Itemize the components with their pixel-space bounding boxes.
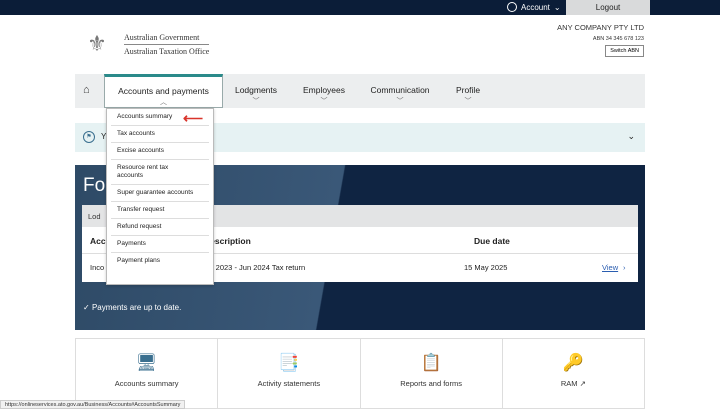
chevron-down-icon: ﹀	[396, 98, 404, 105]
cell-account: Inco	[90, 263, 105, 272]
chevron-down-icon: ﹀	[252, 98, 260, 105]
coat-of-arms-icon: ⚜	[87, 31, 107, 56]
banner-text: Y	[101, 132, 107, 141]
chevron-right-icon: ›	[623, 263, 626, 272]
view-link[interactable]: View	[602, 263, 619, 272]
tile-ram[interactable]: 🔑 RAM ↗	[503, 339, 644, 408]
cell-due-date: 15 May 2025	[464, 263, 508, 272]
chevron-down-icon[interactable]: ⌄	[627, 131, 635, 141]
account-label: Account	[521, 2, 550, 12]
logo-line2: Australian Taxation Office	[124, 46, 210, 56]
menu-item[interactable]: Tax accounts	[111, 126, 209, 143]
clipboard-icon: 📋	[420, 353, 442, 372]
table-row: Inco Jul 2023 - Jun 2024 Tax return 15 M…	[82, 254, 638, 280]
external-link-icon: ↗	[579, 379, 586, 388]
statement-icon: 📑	[278, 353, 300, 372]
status-bar-url: https://onlineservices.ato.gov.au/Busine…	[0, 400, 186, 409]
main-nav: ⌂ Accounts and payments ︿ Lodgments ﹀ Empl…	[75, 74, 645, 108]
company-info: ANY COMPANY PTY LTD ABN 34 345 678 123 S…	[557, 23, 644, 57]
panel-title: Fo	[83, 175, 106, 196]
logo-line1: Australian Government	[124, 33, 210, 45]
key-icon: 🔑	[562, 353, 584, 372]
accounts-dropdown-menu: Accounts summary Tax accounts Excise acc…	[106, 108, 214, 285]
tab-lodgments[interactable]: Lodgments ﹀	[227, 74, 285, 108]
payments-status: ✓ Payments are up to date.	[83, 303, 182, 312]
tile-activity-statements[interactable]: 📑 Activity statements	[218, 339, 361, 408]
menu-item[interactable]: Payment plans	[117, 257, 160, 264]
tile-accounts-summary[interactable]: 🖥 Accounts summary	[76, 339, 219, 408]
chevron-down-icon: ﹀	[464, 98, 472, 105]
monitor-document-icon: 🖥	[135, 353, 158, 372]
menu-item[interactable]: Excise accounts	[111, 143, 209, 160]
chevron-down-icon: ⌄	[553, 2, 561, 12]
tile-reports-and-forms[interactable]: 📋 Reports and forms	[361, 339, 503, 408]
menu-item[interactable]: Transfer request	[111, 202, 209, 219]
tab-communication[interactable]: Communication ﹀	[365, 74, 435, 108]
logout-button[interactable]: Logout	[566, 0, 650, 15]
menu-item[interactable]: Super guarantee accounts	[111, 185, 209, 202]
menu-item[interactable]: Payments	[111, 236, 209, 253]
menu-item[interactable]: Refund request	[111, 219, 209, 236]
check-icon: ✓	[83, 303, 92, 312]
menu-item[interactable]: Resource rent tax accounts	[111, 160, 209, 185]
table-header: Acc Description Due date	[82, 227, 638, 254]
switch-abn-button[interactable]: Switch ABN	[605, 45, 644, 57]
flag-icon: ⚑	[83, 131, 95, 143]
chevron-up-icon: ︿	[160, 99, 167, 106]
home-icon[interactable]: ⌂	[83, 84, 90, 96]
chevron-down-icon: ﹀	[320, 98, 328, 105]
tab-profile[interactable]: Profile ﹀	[451, 74, 485, 108]
column-header: Acc	[90, 236, 106, 246]
user-icon	[507, 2, 517, 12]
ato-logo[interactable]: ⚜ Australian Government Australian Taxati…	[76, 28, 210, 60]
account-menu[interactable]: Account ⌄	[507, 2, 561, 12]
tab-accounts-and-payments[interactable]: Accounts and payments ︿	[104, 74, 223, 108]
top-bar: Account ⌄ Logout	[0, 0, 720, 15]
menu-item[interactable]: Accounts summary	[111, 109, 209, 126]
quick-links: 🖥 Accounts summary 📑 Activity statements 📋…	[75, 338, 645, 409]
column-header: Due date	[474, 236, 510, 246]
red-arrow-annotation-icon: ⟵	[183, 110, 204, 126]
abn: ABN 34 345 678 123	[592, 36, 644, 42]
card-header: Lod	[82, 205, 638, 227]
column-header: Description	[204, 236, 251, 246]
cell-description: Jul 2023 - Jun 2024 Tax return	[204, 263, 306, 272]
company-name: ANY COMPANY PTY LTD	[557, 23, 644, 32]
tab-employees[interactable]: Employees ﹀	[295, 74, 353, 108]
